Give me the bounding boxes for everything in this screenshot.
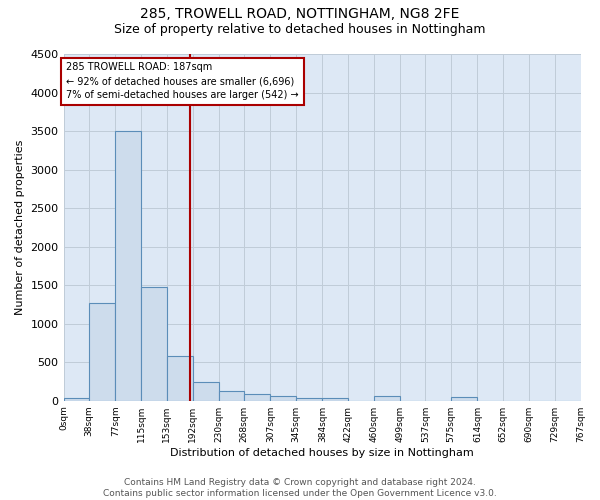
Text: 285, TROWELL ROAD, NOTTINGHAM, NG8 2FE: 285, TROWELL ROAD, NOTTINGHAM, NG8 2FE xyxy=(140,8,460,22)
X-axis label: Distribution of detached houses by size in Nottingham: Distribution of detached houses by size … xyxy=(170,448,474,458)
Bar xyxy=(89,303,115,400)
Bar xyxy=(271,396,296,400)
Bar xyxy=(296,398,322,400)
Y-axis label: Number of detached properties: Number of detached properties xyxy=(15,140,25,315)
Text: 285 TROWELL ROAD: 187sqm
← 92% of detached houses are smaller (6,696)
7% of semi: 285 TROWELL ROAD: 187sqm ← 92% of detach… xyxy=(66,62,299,100)
Bar xyxy=(322,398,348,400)
Bar xyxy=(64,398,89,400)
Bar xyxy=(167,356,193,401)
Bar xyxy=(244,394,271,400)
Text: Contains HM Land Registry data © Crown copyright and database right 2024.
Contai: Contains HM Land Registry data © Crown c… xyxy=(103,478,497,498)
Bar xyxy=(141,288,167,401)
Bar xyxy=(451,397,478,400)
Text: Size of property relative to detached houses in Nottingham: Size of property relative to detached ho… xyxy=(114,22,486,36)
Bar xyxy=(218,392,244,400)
Bar xyxy=(374,396,400,400)
Bar xyxy=(115,131,141,400)
Bar xyxy=(193,382,218,400)
